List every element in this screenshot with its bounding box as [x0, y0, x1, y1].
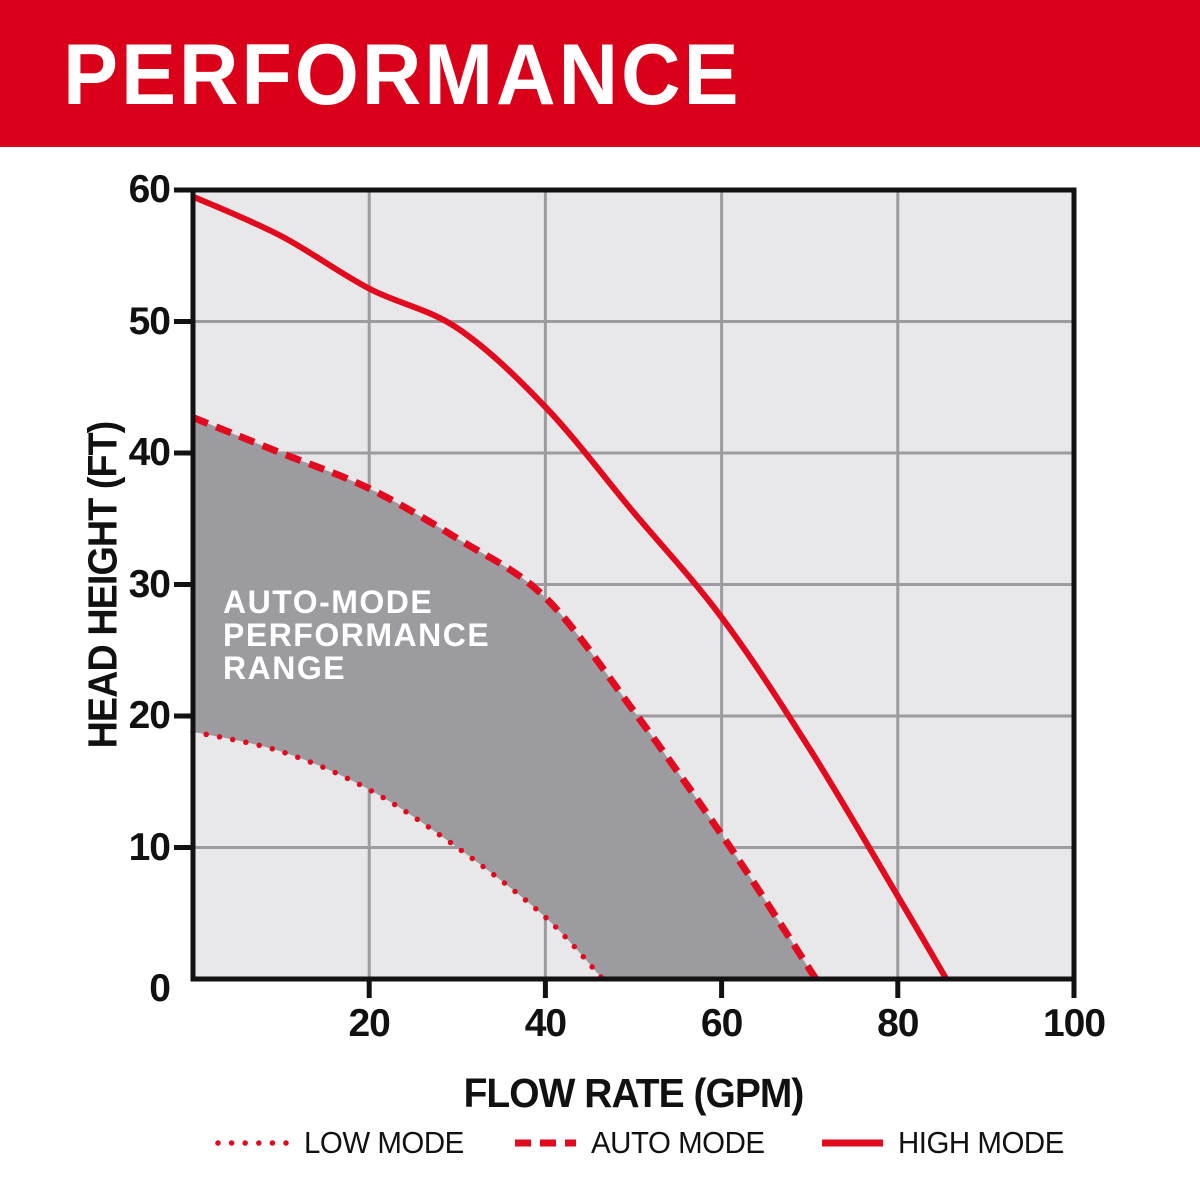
y-tick-label-0: 0: [149, 967, 171, 1010]
x-tick-label-80: 80: [877, 1002, 919, 1045]
series-curve-low-mode: [190, 729, 606, 982]
legend-label-high-mode: HIGH MODE: [898, 1125, 1064, 1160]
banner-title: PERFORMANCE: [63, 27, 742, 123]
y-tick-label-40: 40: [128, 431, 171, 474]
y-tick-label-30: 30: [128, 562, 171, 606]
legend-item-low-mode: LOW MODE: [214, 1118, 472, 1168]
y-tick-label-10: 10: [128, 825, 171, 869]
high-mode-solid-marker: [822, 1139, 883, 1147]
x-tick-label-40: 40: [524, 1002, 567, 1045]
y-tick-label-50: 50: [128, 299, 171, 343]
region-label-line-2: PERFORMANCE: [223, 617, 491, 653]
y-tick-label-20: 20: [128, 694, 171, 737]
y-tick-label-60: 60: [128, 168, 171, 211]
series-curve-auto-mode: [191, 414, 819, 981]
auto-mode-performance-range-region: [193, 417, 816, 979]
region-label-line-3: RANGE: [223, 650, 347, 686]
pump-performance-chart: HEAD HEIGHT (FT) AUTO-MODE PERFORMANCE R…: [0, 147, 1200, 1117]
legend-label-auto-mode: AUTO MODE: [591, 1125, 765, 1160]
performance-banner: PERFORMANCE: [0, 0, 1200, 147]
x-tick-label-60: 60: [700, 1002, 743, 1045]
low-mode-dotted-marker: [215, 1140, 292, 1146]
chart-legend: LOW MODE AUTO MODE HIGH MODE: [0, 1118, 1200, 1168]
plot-border: [190, 187, 1077, 982]
legend-item-auto-mode: AUTO MODE: [511, 1118, 774, 1168]
auto-mode-dashed-marker: [515, 1139, 576, 1147]
auto-mode-region-label: AUTO-MODE PERFORMANCE RANGE: [223, 586, 490, 685]
x-tick-label-100: 100: [1042, 1002, 1106, 1045]
x-tick-label-20: 20: [348, 1002, 390, 1045]
legend-item-high-mode: HIGH MODE: [818, 1118, 1073, 1168]
x-axis-title: FLOW RATE (GPM): [463, 1070, 805, 1116]
legend-label-low-mode: LOW MODE: [304, 1125, 464, 1160]
region-label-line-1: AUTO-MODE: [223, 584, 434, 620]
plot-area: [174, 187, 1077, 998]
series-curve-high-mode: [191, 193, 949, 981]
